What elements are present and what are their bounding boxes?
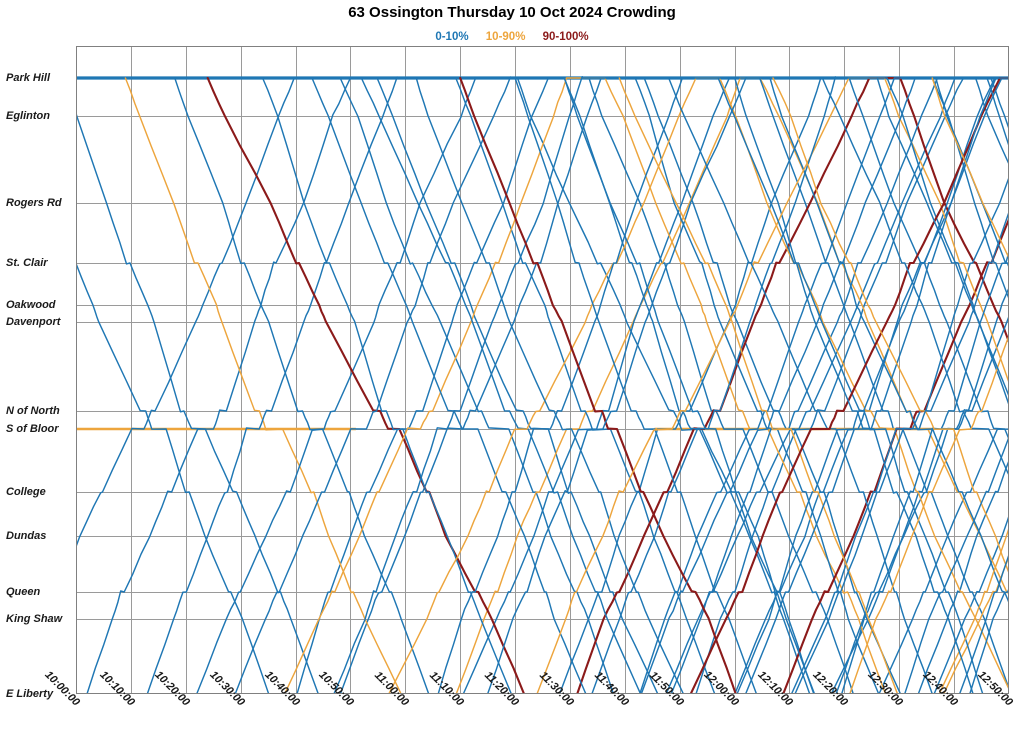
vehicle-trajectory xyxy=(822,78,1009,694)
vehicle-trajectory xyxy=(76,77,1009,694)
y-axis-label-n-of-north: N of North xyxy=(6,405,60,417)
legend-item-high: 90-100% xyxy=(542,31,589,43)
vehicle-trajectory xyxy=(850,77,1009,694)
vehicle-trajectory xyxy=(438,78,1009,694)
vehicle-trajectory xyxy=(537,77,1009,694)
y-axis-label-park-hill: Park Hill xyxy=(6,72,51,84)
vehicle-trajectory xyxy=(669,78,1009,694)
vehicle-trajectory xyxy=(795,78,1009,694)
vehicle-trajectory xyxy=(361,77,1009,694)
y-axis-label-rogers-rd: Rogers Rd xyxy=(6,197,62,209)
y-axis-label-davenport: Davenport xyxy=(6,316,61,328)
vehicle-trajectory xyxy=(641,78,1009,694)
y-axis-label-dundas: Dundas xyxy=(6,530,47,542)
y-axis-label-college: College xyxy=(6,486,46,498)
vehicle-trajectory xyxy=(488,77,1009,694)
vehicle-trajectory xyxy=(334,77,1009,694)
y-axis-label-eglinton: Eglinton xyxy=(6,110,50,122)
vehicle-trajectory xyxy=(565,77,1010,694)
vehicle-trajectory xyxy=(773,78,1009,694)
legend-item-low: 0-10% xyxy=(435,31,469,43)
vehicle-trajectory xyxy=(932,78,1009,694)
y-axis-label-s-of-bloor: S of Bloor xyxy=(6,423,59,435)
vehicle-trajectory xyxy=(960,78,1009,694)
vehicle-trajectory xyxy=(235,77,1009,694)
plot-area xyxy=(76,46,1009,694)
vehicle-trajectory xyxy=(691,78,1009,694)
vehicle-trajectory xyxy=(197,78,1009,694)
y-axis-label-st-clair: St. Clair xyxy=(6,257,48,269)
y-axis-label-e-liberty: E Liberty xyxy=(6,688,54,700)
legend-item-medium: 10-90% xyxy=(485,31,526,43)
y-axis-label-queen: Queen xyxy=(6,586,41,598)
vehicle-trajectory xyxy=(718,78,1009,694)
chart-legend: 0-10% 10-90% 90-100% xyxy=(0,31,1024,43)
trajectory-plot xyxy=(76,46,1009,694)
vehicle-trajectory xyxy=(389,78,1009,694)
vehicle-trajectories xyxy=(76,77,1009,694)
vehicle-trajectory xyxy=(76,78,1009,694)
page-title: 63 Ossington Thursday 10 Oct 2024 Crowdi… xyxy=(348,4,676,21)
vehicle-trajectory xyxy=(87,77,1009,694)
vehicle-trajectory xyxy=(76,78,1009,694)
vehicle-trajectory xyxy=(905,78,1009,694)
y-axis-label-oakwood: Oakwood xyxy=(6,299,56,311)
vehicle-trajectory xyxy=(592,77,1009,694)
vehicle-trajectory xyxy=(285,78,1009,694)
y-axis-label-king-shaw: King Shaw xyxy=(6,613,63,625)
vehicle-trajectory xyxy=(746,78,1009,694)
plot-border xyxy=(77,47,1009,694)
vehicle-trajectory xyxy=(312,77,1009,694)
vehicle-trajectory xyxy=(619,78,1009,694)
vehicle-trajectory xyxy=(877,78,1009,695)
